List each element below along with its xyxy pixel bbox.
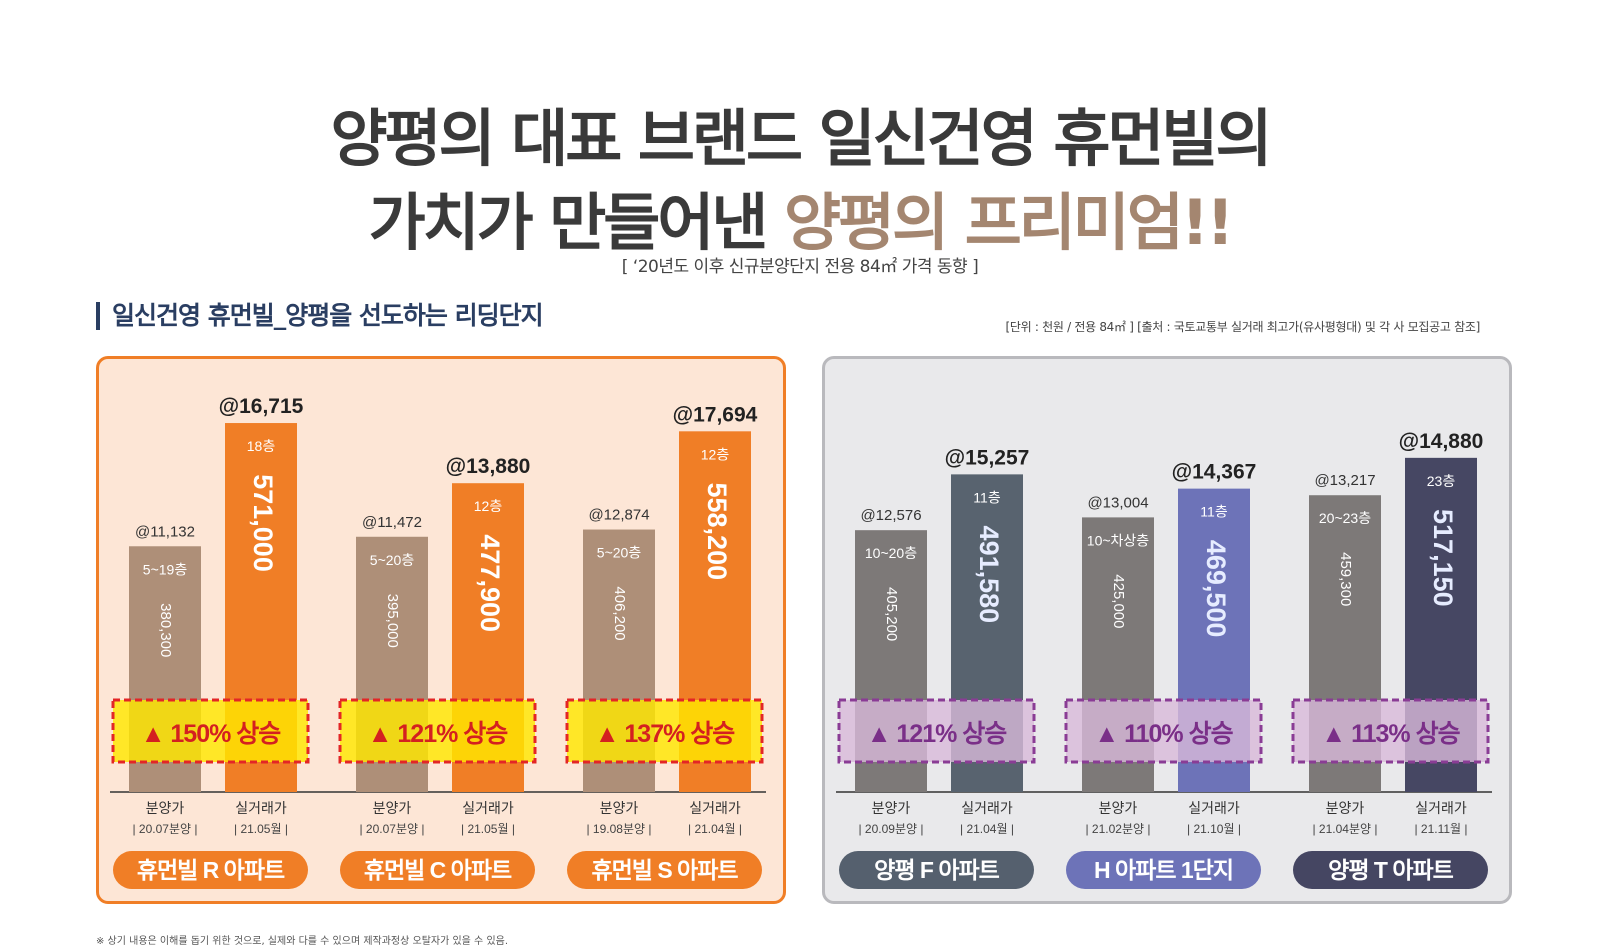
sale-floors-label: 5~20층 bbox=[370, 552, 415, 568]
trade-per-pyeong-label: @14,880 bbox=[1399, 430, 1484, 453]
trade-value-label: 517,150 bbox=[1428, 509, 1458, 607]
sale-floors-label: 20~23층 bbox=[1319, 510, 1371, 526]
trade-value-label: 491,580 bbox=[974, 526, 1004, 624]
trade-per-pyeong-label: @17,694 bbox=[673, 403, 758, 426]
sale-floors-label: 10~차상층 bbox=[1087, 532, 1150, 548]
sale-value-label: 459,300 bbox=[1337, 552, 1354, 606]
title-prefix: 가치가 만들어낸 bbox=[368, 186, 785, 259]
rise-label: ▲ 113% 상승 bbox=[1321, 720, 1460, 748]
trade-value-label: 477,900 bbox=[475, 534, 505, 632]
sale-per-pyeong-label: @12,576 bbox=[860, 507, 921, 524]
x-category-trade: 실거래가 bbox=[235, 800, 287, 816]
sale-value-label: 380,300 bbox=[157, 603, 174, 657]
x-category-sale: 분양가 bbox=[1326, 800, 1365, 816]
rise-box bbox=[837, 698, 1036, 764]
x-category-sale: 분양가 bbox=[872, 800, 911, 816]
sale-value-label: 406,200 bbox=[611, 586, 628, 640]
x-category-sale: 분양가 bbox=[1099, 800, 1138, 816]
sale-per-pyeong-label: @11,132 bbox=[135, 523, 195, 540]
x-date-trade: | 21.04월 | bbox=[688, 822, 742, 836]
trade-per-pyeong-label: @15,257 bbox=[945, 446, 1030, 469]
rise-box bbox=[338, 698, 537, 764]
sale-per-pyeong-label: @13,217 bbox=[1314, 472, 1375, 489]
complex-name-label: 휴먼빌 R 아파트 bbox=[137, 857, 285, 883]
trade-floors-label: 11층 bbox=[973, 489, 1001, 505]
sale-per-pyeong-label: @11,472 bbox=[362, 514, 422, 531]
rise-label: ▲ 121% 상승 bbox=[368, 720, 509, 748]
sale-floors-label: 10~20층 bbox=[865, 545, 917, 561]
complex-name-label: H 아파트 1단지 bbox=[1094, 857, 1233, 883]
x-date-sale: | 21.04분양 | bbox=[1312, 822, 1377, 836]
x-category-trade: 실거래가 bbox=[1188, 800, 1240, 816]
section-title: 일신건영 휴먼빌_양평을 선도하는 리딩단지 bbox=[96, 302, 544, 330]
trade-floors-label: 12층 bbox=[474, 498, 503, 514]
x-category-trade: 실거래가 bbox=[462, 800, 514, 816]
main-title-line-2: 가치가 만들어낸 양평의 프리미엄!! bbox=[0, 172, 1600, 262]
rise-box bbox=[111, 698, 310, 764]
rise-label: ▲ 150% 상승 bbox=[141, 720, 282, 748]
x-date-trade: | 21.04월 | bbox=[960, 822, 1014, 836]
x-category-trade: 실거래가 bbox=[689, 800, 741, 816]
main-title-line-1: 양평의 대표 브랜드 일신건영 휴먼빌의 bbox=[330, 102, 1273, 175]
trade-floors-label: 23층 bbox=[1427, 473, 1456, 489]
sale-floors-label: 5~20층 bbox=[597, 545, 642, 561]
trade-per-pyeong-label: @13,880 bbox=[446, 455, 531, 478]
rise-box bbox=[1291, 698, 1490, 764]
competitor-panel bbox=[822, 356, 1512, 904]
sale-value-label: 405,200 bbox=[883, 587, 900, 641]
trade-per-pyeong-label: @14,367 bbox=[1172, 461, 1257, 484]
x-category-sale: 분양가 bbox=[146, 800, 185, 816]
sale-value-label: 425,000 bbox=[1110, 574, 1127, 628]
trade-value-label: 558,200 bbox=[702, 483, 732, 581]
humanvil-panel bbox=[96, 356, 786, 904]
rise-box bbox=[1064, 698, 1263, 764]
rise-box bbox=[565, 698, 764, 764]
trade-value-label: 469,500 bbox=[1201, 540, 1231, 638]
sale-value-label: 395,000 bbox=[384, 594, 401, 648]
complex-name-pill bbox=[113, 851, 308, 889]
rise-label: ▲ 137% 상승 bbox=[595, 720, 736, 748]
trade-floors-label: 18층 bbox=[247, 438, 276, 454]
rise-label: ▲ 110% 상승 bbox=[1094, 720, 1233, 748]
complex-name-label: 휴먼빌 C 아파트 bbox=[364, 857, 512, 883]
title-highlight: 양평의 프리미엄!! bbox=[784, 186, 1234, 259]
sale-per-pyeong-label: @13,004 bbox=[1087, 494, 1148, 511]
complex-name-pill bbox=[1293, 851, 1488, 889]
x-category-sale: 분양가 bbox=[600, 800, 639, 816]
trade-value-label: 571,000 bbox=[248, 474, 278, 572]
x-date-sale: | 20.07분양 | bbox=[132, 822, 197, 836]
unit-source-note: [단위 : 천원 / 전용 84㎡ ] [출처 : 국토교통부 실거래 최고가(… bbox=[1005, 320, 1480, 334]
complex-name-pill bbox=[1066, 851, 1261, 889]
complex-name-pill bbox=[839, 851, 1034, 889]
x-date-sale: | 20.09분양 | bbox=[858, 822, 923, 836]
x-date-trade: | 21.05월 | bbox=[234, 822, 288, 836]
complex-name-pill bbox=[567, 851, 762, 889]
sale-floors-label: 5~19층 bbox=[143, 561, 188, 577]
trade-floors-label: 11층 bbox=[1200, 504, 1228, 520]
sale-per-pyeong-label: @12,874 bbox=[588, 507, 649, 524]
complex-name-label: 양평 F 아파트 bbox=[874, 857, 999, 883]
trade-floors-label: 12층 bbox=[701, 446, 730, 462]
footnote: ※ 상기 내용은 이해를 돕기 위한 것으로, 실제와 다를 수 있으며 제작과… bbox=[96, 936, 509, 947]
x-date-trade: | 21.10월 | bbox=[1187, 822, 1241, 836]
complex-name-pill bbox=[340, 851, 535, 889]
complex-name-label: 양평 T 아파트 bbox=[1328, 857, 1453, 883]
rise-label: ▲ 121% 상승 bbox=[867, 720, 1008, 748]
subtitle: [ ‘20년도 이후 신규분양단지 전용 84㎡ 가격 동향 ] bbox=[621, 257, 979, 277]
x-date-sale: | 21.02분양 | bbox=[1085, 822, 1150, 836]
x-category-trade: 실거래가 bbox=[961, 800, 1013, 816]
x-category-trade: 실거래가 bbox=[1415, 800, 1467, 816]
trade-per-pyeong-label: @16,715 bbox=[219, 395, 304, 418]
complex-name-label: 휴먼빌 S 아파트 bbox=[591, 857, 738, 883]
x-date-trade: | 21.05월 | bbox=[461, 822, 515, 836]
x-date-sale: | 20.07분양 | bbox=[359, 822, 424, 836]
x-date-trade: | 21.11월 | bbox=[1414, 822, 1467, 836]
x-category-sale: 분양가 bbox=[373, 800, 412, 816]
x-date-sale: | 19.08분양 | bbox=[586, 822, 651, 836]
